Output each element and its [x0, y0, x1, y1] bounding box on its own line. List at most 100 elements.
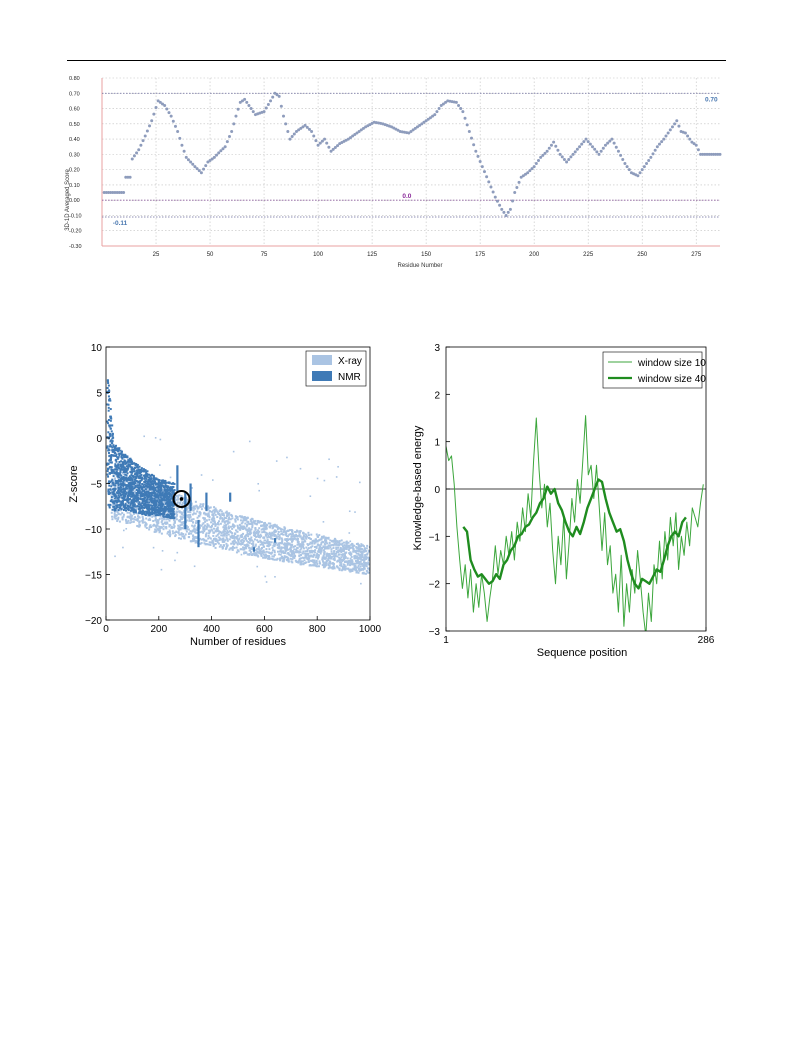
xray-point: [340, 549, 343, 552]
xray-point: [208, 518, 211, 521]
xray-point: [249, 531, 252, 534]
xray-point: [110, 504, 113, 507]
nmr-streak: [184, 492, 187, 529]
xray-point: [343, 552, 346, 555]
nmr-point: [158, 488, 161, 491]
nmr-point: [148, 485, 151, 488]
nmr-streak: [205, 492, 208, 511]
nmr-point: [141, 495, 144, 498]
nmr-point: [113, 500, 116, 503]
xray-point: [309, 564, 312, 567]
nmr-point: [109, 417, 112, 420]
xray-point: [248, 541, 251, 544]
xray-point: [310, 549, 313, 552]
xray-point: [300, 560, 303, 563]
nmr-point: [106, 422, 109, 425]
verify3d-point: [657, 142, 661, 146]
xray-point: [188, 517, 191, 520]
xray-point: [243, 527, 246, 530]
xray-point: [118, 520, 121, 523]
xray-point: [213, 527, 216, 530]
xray-point: [306, 552, 309, 555]
nmr-point: [133, 497, 136, 500]
xray-point: [208, 516, 211, 519]
xray-point: [305, 537, 308, 540]
xray-point: [287, 559, 290, 562]
xray-point: [324, 561, 327, 564]
nmr-point: [129, 471, 132, 474]
xray-point: [265, 525, 268, 528]
nmr-point: [158, 512, 161, 515]
xray-point: [205, 527, 208, 530]
xray-point: [275, 536, 278, 539]
verify3d-xtick-label: 125: [367, 252, 378, 258]
verify3d-point: [126, 175, 130, 179]
nmr-point: [124, 493, 127, 496]
xray-point: [335, 565, 338, 568]
nmr-point: [164, 496, 167, 499]
energy-legend: window size 10 window size 40: [602, 351, 706, 389]
nmr-point: [144, 513, 147, 516]
nmr-point: [170, 507, 173, 510]
energy-ytick-label: 3: [434, 343, 440, 354]
nmr-point: [126, 456, 129, 459]
verify3d-point: [141, 139, 145, 143]
xray-point: [314, 546, 317, 549]
xray-point: [325, 559, 328, 562]
nmr-point: [138, 501, 141, 504]
nmr-point: [109, 424, 112, 427]
verify3d-point: [223, 145, 227, 149]
nmr-point: [113, 447, 116, 450]
zscore-ytick-label: 0: [96, 434, 102, 445]
xray-point: [210, 521, 213, 524]
nmr-point: [136, 484, 139, 487]
verify3d-point: [275, 93, 279, 97]
verify3d-point: [545, 149, 549, 153]
xray-point: [303, 559, 306, 562]
nmr-point: [131, 506, 134, 509]
xray-point: [241, 535, 244, 538]
xray-point: [231, 540, 234, 543]
xray-outlier-point: [193, 565, 196, 568]
xray-point: [212, 542, 215, 545]
xray-point: [132, 520, 135, 523]
xray-point: [207, 507, 210, 510]
xray-point: [341, 554, 344, 557]
xray-point: [360, 556, 363, 559]
nmr-point: [151, 480, 154, 483]
nmr-point: [148, 507, 151, 510]
nmr-point: [126, 465, 129, 468]
nmr-point: [120, 465, 123, 468]
nmr-point: [122, 461, 125, 464]
xray-point: [218, 514, 221, 517]
xray-point: [271, 549, 274, 552]
nmr-point: [154, 492, 157, 495]
nmr-point: [106, 420, 109, 423]
verify3d-point: [329, 149, 333, 153]
nmr-point: [163, 488, 166, 491]
nmr-point: [145, 475, 148, 478]
xray-point: [251, 546, 254, 549]
xray-point: [242, 546, 245, 549]
verify3d-point: [165, 107, 169, 111]
nmr-point: [137, 468, 140, 471]
xray-point: [297, 560, 300, 563]
xray-point: [204, 535, 207, 538]
xray-point: [302, 550, 305, 553]
xray-point: [191, 540, 194, 543]
xray-point: [216, 541, 219, 544]
nmr-point: [159, 490, 162, 493]
nmr-point: [131, 491, 134, 494]
nmr-point: [157, 510, 160, 513]
xray-point: [187, 528, 190, 531]
verify3d-reference-label: 0.70: [705, 96, 718, 103]
verify3d-point: [675, 119, 679, 123]
xray-point: [244, 517, 247, 520]
xray-point: [327, 537, 330, 540]
xray-point: [260, 521, 263, 524]
xray-point: [325, 562, 328, 565]
nmr-point: [158, 500, 161, 503]
energy-legend-box: [602, 351, 703, 389]
nmr-point: [108, 397, 111, 400]
